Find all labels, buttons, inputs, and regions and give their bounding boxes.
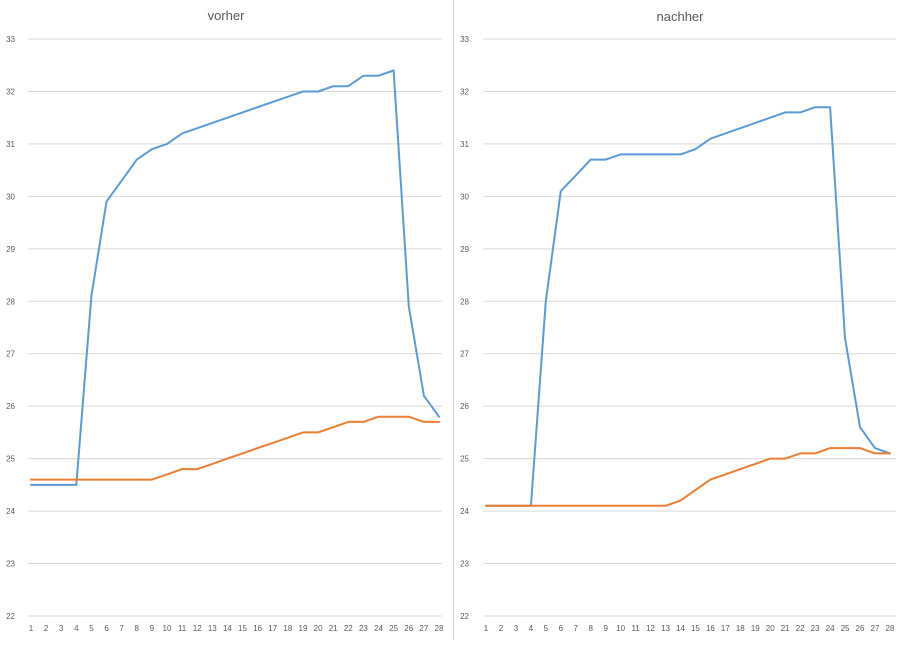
x-tick-label: 4	[74, 624, 79, 633]
x-tick-label: 1	[29, 624, 34, 633]
y-tick-label: 29	[460, 245, 469, 254]
y-tick-label: 30	[6, 192, 15, 201]
x-tick-label: 9	[603, 624, 608, 633]
x-tick-label: 18	[736, 624, 745, 633]
x-tick-label: 21	[781, 624, 790, 633]
x-tick-label: 21	[329, 624, 338, 633]
y-tick-label: 24	[460, 507, 469, 516]
x-tick-label: 6	[559, 624, 564, 633]
x-tick-label: 7	[119, 624, 124, 633]
x-tick-label: 18	[283, 624, 292, 633]
x-tick-label: 2	[44, 624, 49, 633]
series-line-1	[485, 106, 891, 507]
x-tick-label: 25	[841, 624, 850, 633]
x-tick-label: 1	[484, 624, 489, 633]
y-tick-label: 23	[6, 560, 15, 569]
y-tick-label: 30	[460, 192, 469, 201]
series-line-2	[30, 415, 440, 481]
y-tick-label: 28	[6, 297, 15, 306]
x-tick-label: 23	[811, 624, 820, 633]
x-tick-label: 17	[268, 624, 277, 633]
x-tick-label: 24	[374, 624, 383, 633]
x-tick-label: 12	[193, 624, 202, 633]
x-tick-label: 8	[135, 624, 140, 633]
y-tick-label: 27	[460, 350, 469, 359]
x-tick-label: 27	[871, 624, 880, 633]
x-tick-label: 11	[631, 624, 640, 633]
y-tick-label: 31	[6, 140, 15, 149]
y-tick-label: 24	[6, 507, 15, 516]
x-tick-label: 14	[676, 624, 685, 633]
y-tick-label: 28	[460, 297, 469, 306]
x-tick-label: 17	[721, 624, 730, 633]
x-tick-label: 9	[150, 624, 155, 633]
x-tick-label: 26	[856, 624, 865, 633]
y-tick-label: 25	[6, 455, 15, 464]
x-tick-label: 7	[574, 624, 579, 633]
x-tick-label: 15	[238, 624, 247, 633]
x-tick-label: 3	[59, 624, 64, 633]
x-tick-label: 13	[208, 624, 217, 633]
x-tick-label: 22	[796, 624, 805, 633]
series-line-2	[485, 447, 891, 507]
y-tick-label: 33	[460, 35, 469, 44]
x-tick-label: 5	[544, 624, 549, 633]
y-tick-label: 33	[6, 35, 15, 44]
x-tick-label: 19	[751, 624, 760, 633]
x-tick-label: 16	[706, 624, 715, 633]
x-tick-label: 11	[178, 624, 187, 633]
x-tick-label: 10	[163, 624, 172, 633]
chart-title: vorher	[208, 8, 246, 23]
x-tick-label: 14	[223, 624, 232, 633]
x-tick-label: 8	[588, 624, 593, 633]
y-tick-label: 29	[6, 245, 15, 254]
x-tick-label: 10	[616, 624, 625, 633]
series-line-1	[30, 69, 440, 486]
x-tick-label: 4	[529, 624, 534, 633]
y-tick-label: 26	[460, 402, 469, 411]
x-tick-label: 13	[661, 624, 670, 633]
x-tick-label: 3	[514, 624, 519, 633]
y-tick-label: 22	[6, 612, 15, 621]
x-tick-label: 20	[314, 624, 323, 633]
x-tick-label: 26	[404, 624, 413, 633]
x-tick-label: 16	[253, 624, 262, 633]
x-tick-label: 24	[826, 624, 835, 633]
x-tick-label: 28	[885, 624, 894, 633]
y-tick-label: 27	[6, 350, 15, 359]
x-tick-label: 5	[89, 624, 94, 633]
y-tick-label: 25	[460, 455, 469, 464]
x-tick-label: 20	[766, 624, 775, 633]
x-tick-label: 23	[359, 624, 368, 633]
x-tick-label: 19	[299, 624, 308, 633]
y-tick-label: 22	[460, 612, 469, 621]
y-tick-label: 26	[6, 402, 15, 411]
x-tick-label: 25	[389, 624, 398, 633]
y-tick-label: 31	[460, 140, 469, 149]
x-tick-label: 6	[104, 624, 109, 633]
y-tick-label: 32	[460, 87, 469, 96]
y-tick-label: 23	[460, 560, 469, 569]
x-tick-label: 15	[691, 624, 700, 633]
y-tick-label: 32	[6, 87, 15, 96]
x-tick-label: 28	[435, 624, 444, 633]
x-tick-label: 12	[646, 624, 655, 633]
x-tick-label: 2	[499, 624, 504, 633]
x-tick-label: 22	[344, 624, 353, 633]
x-tick-label: 27	[419, 624, 428, 633]
chart-title: nachher	[657, 9, 705, 24]
